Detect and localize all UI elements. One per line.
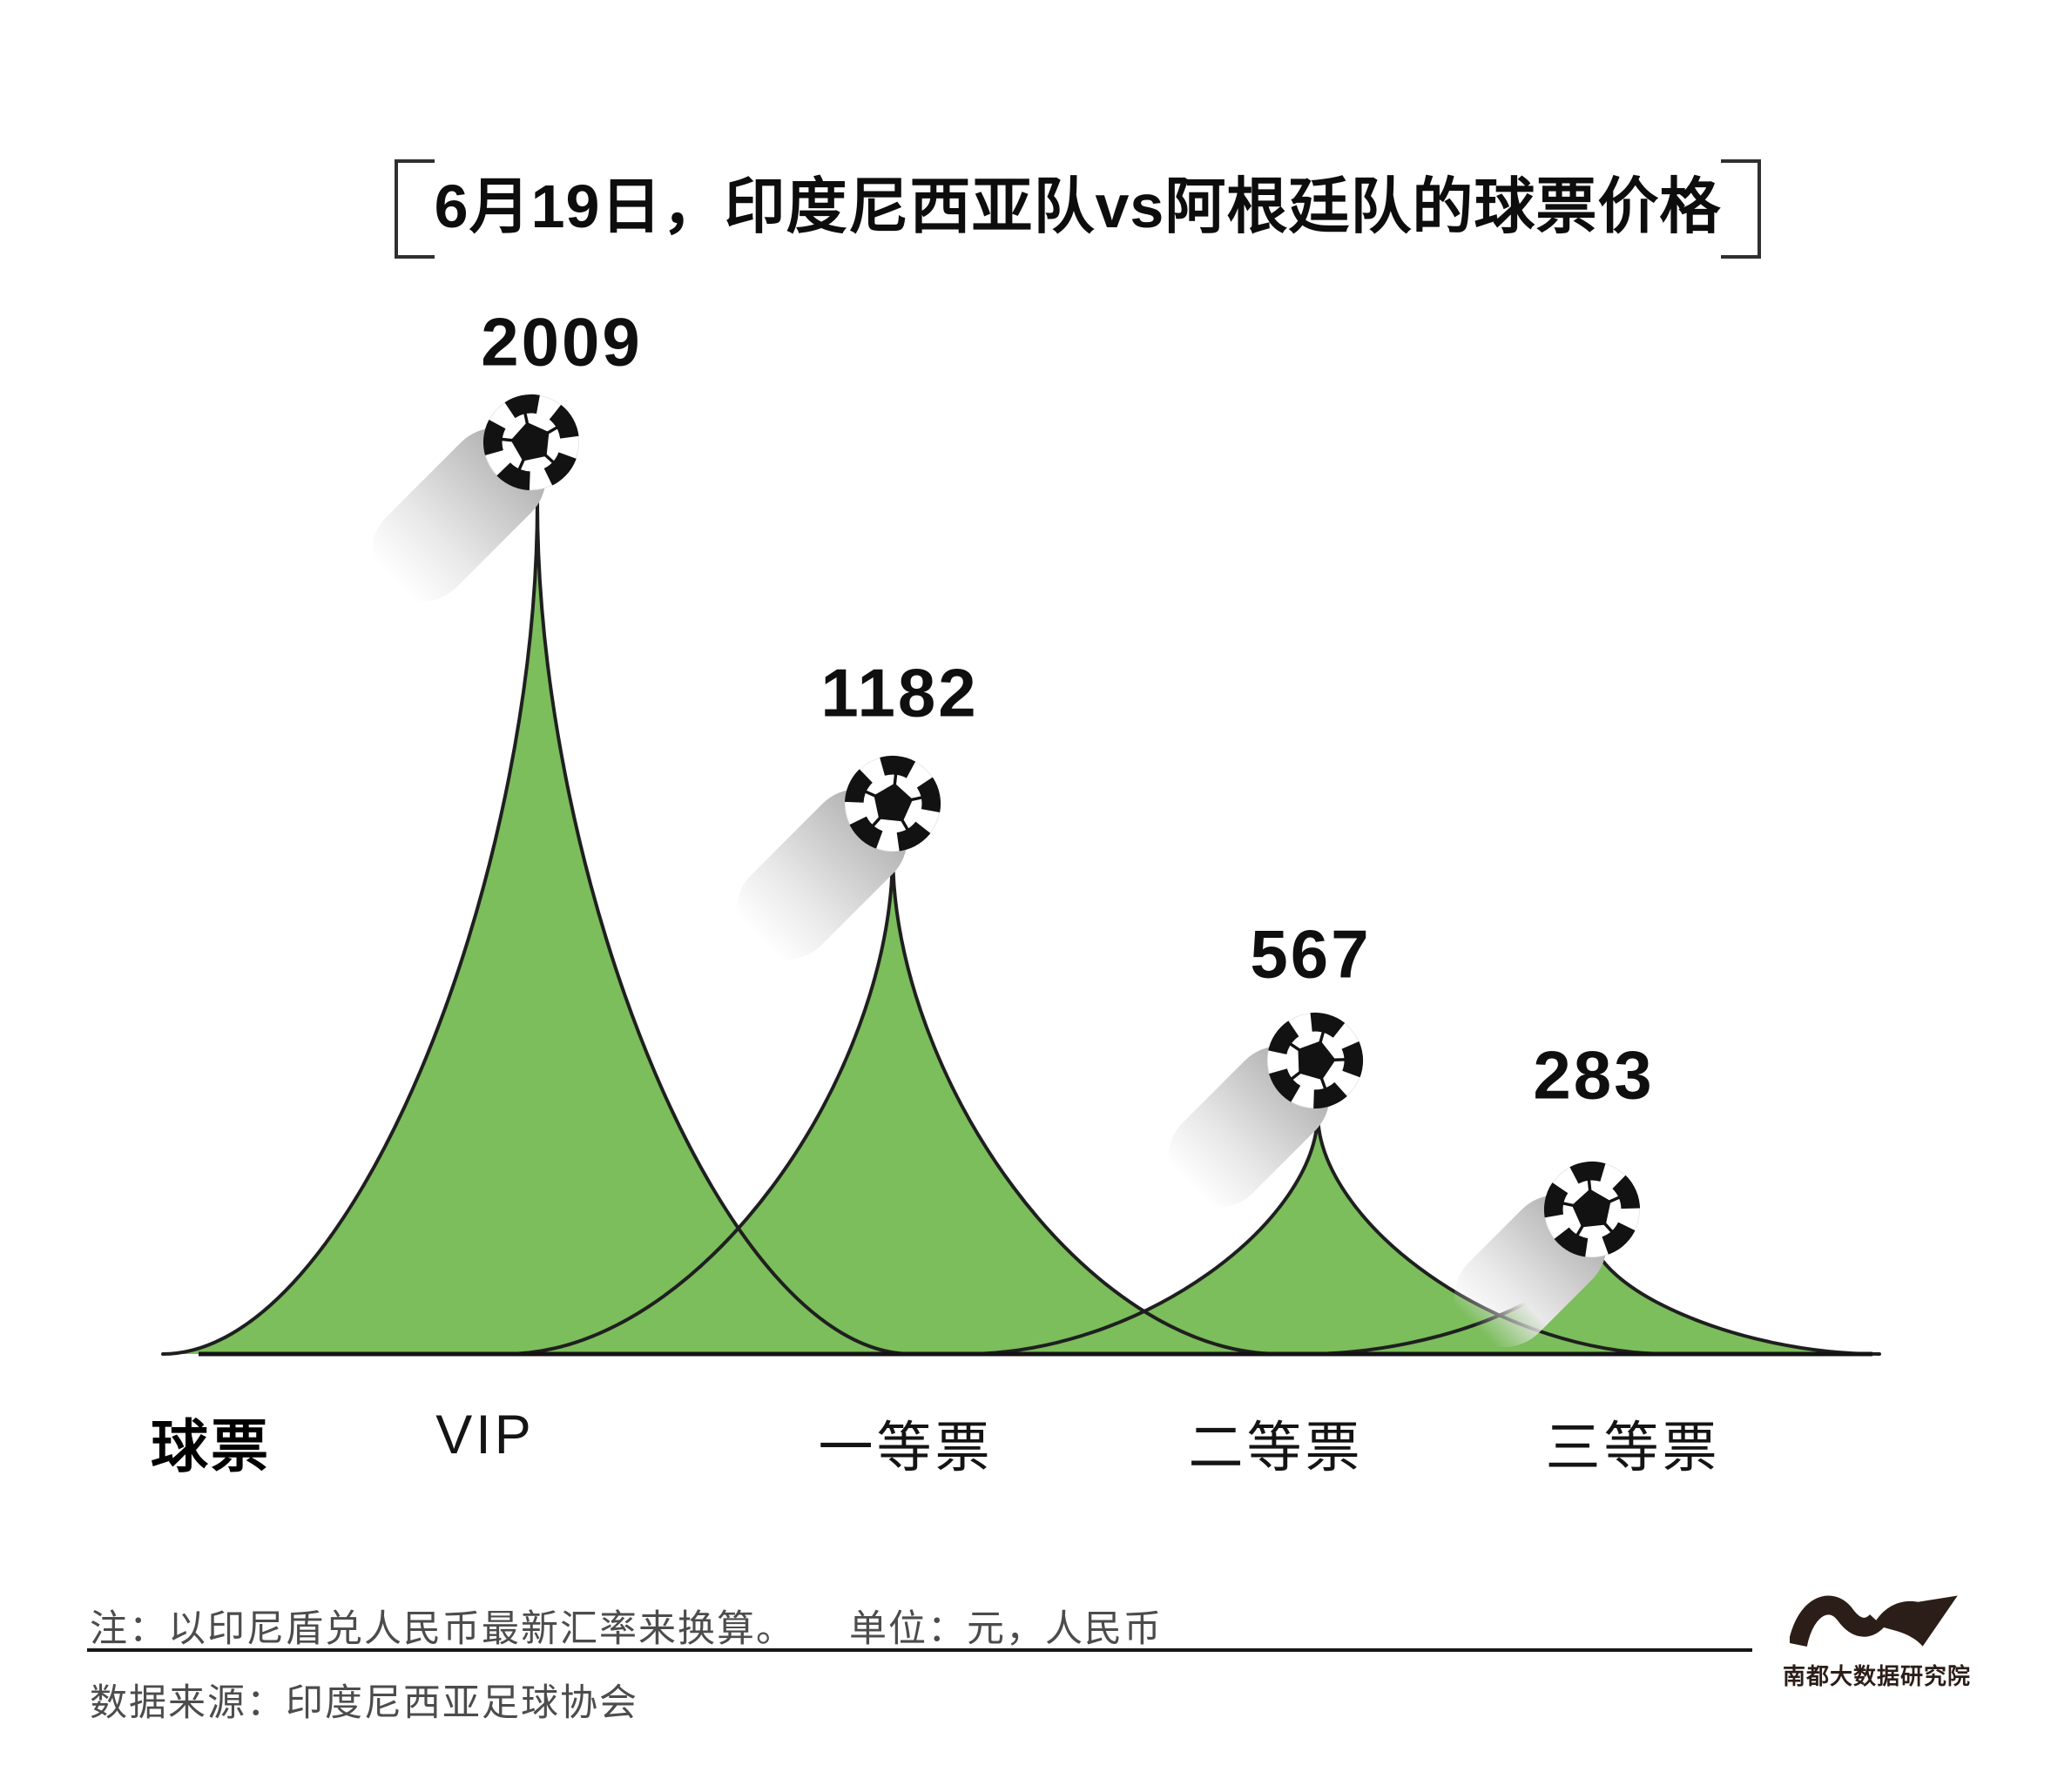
title-bracket-left-icon (395, 159, 435, 259)
wave-logo-icon (1788, 1595, 1958, 1647)
category-label-second-class: 二等票 (1188, 1418, 1364, 1479)
unit-note: 单位：元，人民币 (849, 1608, 1163, 1650)
publisher-logo: 南都大数据研究院 (1782, 1581, 1972, 1691)
data-source: 数据来源：印度尼西亚足球协会 (90, 1682, 638, 1724)
exchange-rate-note: 注：以印尼盾兑人民币最新汇率来换算。 (90, 1608, 795, 1650)
soccer-ball-icon (470, 381, 592, 503)
category-label-third-class: 三等票 (1545, 1418, 1721, 1479)
chart-title-block: 6月19日，印度尼西亚队vs阿根廷队的球票价格 (395, 159, 1761, 259)
price-label-second-class: 567 (1250, 915, 1372, 993)
footer-divider (87, 1648, 1752, 1652)
publisher-name: 南都大数据研究院 (1782, 1663, 1971, 1689)
footnote: 注：以印尼盾兑人民币最新汇率来换算。 单位：元，人民币 (90, 1599, 1163, 1653)
soccer-ball-icon (1535, 1153, 1649, 1266)
price-label-first-class: 1182 (820, 654, 979, 731)
price-label-third-class: 283 (1533, 1036, 1655, 1114)
price-label-vip: 2009 (481, 303, 643, 381)
chart-title: 6月19日，印度尼西亚队vs阿根廷队的球票价格 (434, 172, 1722, 240)
axis-title: 球票 (151, 1414, 271, 1479)
soccer-ball-icon (836, 748, 949, 861)
category-label-vip: VIP (435, 1405, 535, 1465)
title-bracket-right-icon (1721, 159, 1761, 259)
category-label-first-class: 一等票 (818, 1418, 994, 1479)
